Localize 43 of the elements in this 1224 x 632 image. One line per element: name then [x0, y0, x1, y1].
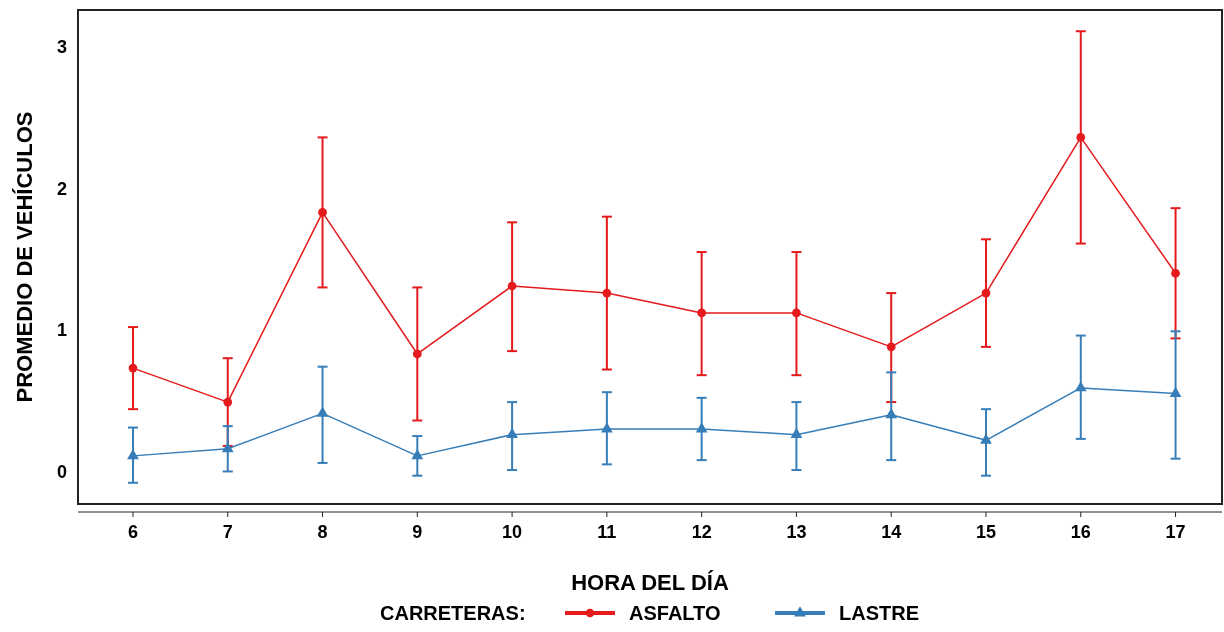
legend-label: LASTRE	[839, 602, 919, 624]
point	[1171, 268, 1180, 278]
point	[885, 408, 898, 419]
x-tick-label: 14	[881, 522, 902, 542]
point	[695, 422, 708, 433]
point	[981, 288, 991, 298]
x-tick-label: 11	[597, 522, 617, 542]
point	[318, 208, 327, 217]
x-tick-label: 9	[412, 522, 423, 542]
point	[697, 308, 707, 318]
point	[127, 449, 139, 460]
y-tick-label: 1	[56, 320, 68, 341]
x-tick-label: 7	[222, 522, 233, 542]
point	[506, 427, 518, 439]
point	[316, 406, 329, 417]
point	[792, 308, 801, 318]
point	[1074, 381, 1087, 392]
x-axis-title: HORA DEL DÍA	[571, 570, 729, 595]
point	[223, 397, 233, 407]
point	[221, 442, 234, 453]
legend-label: ASFALTO	[629, 602, 721, 624]
point	[600, 422, 613, 433]
point	[1076, 133, 1086, 142]
point	[412, 349, 422, 359]
point	[128, 363, 138, 373]
x-tick-label: 12	[691, 522, 712, 542]
x-tick-label: 8	[317, 522, 328, 542]
x-tick-label: 13	[786, 522, 807, 542]
point	[507, 281, 517, 291]
y-axis-title: PROMEDIO DE VEHÍCULOS	[12, 111, 37, 403]
x-tick-label: 15	[975, 522, 997, 542]
point	[886, 342, 896, 352]
x-tick-label: 10	[502, 522, 523, 542]
x-tick-label: 17	[1165, 522, 1186, 542]
point	[411, 449, 424, 460]
y-tick-label: 3	[56, 37, 68, 58]
y-tick-label: 2	[56, 178, 68, 199]
y-tick-label: 0	[56, 461, 68, 482]
point	[602, 288, 612, 298]
x-tick-label: 16	[1070, 522, 1091, 542]
x-tick-label: 6	[127, 522, 138, 542]
point	[790, 427, 803, 439]
legend-title: CARRETERAS:	[380, 602, 526, 624]
